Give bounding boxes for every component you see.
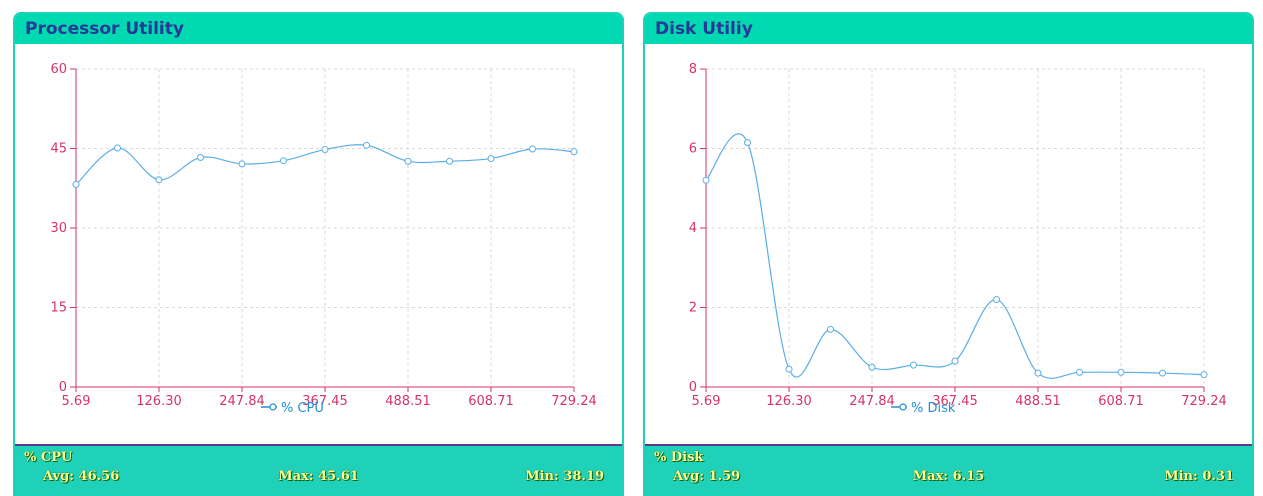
y-tick-label: 0 xyxy=(59,380,67,395)
cpu-max: Max: 45.61 xyxy=(278,469,359,484)
y-tick-label: 6 xyxy=(689,142,697,157)
cpu-panel: Processor Utility 0 15 30 45 60 5.69 126.30 247… xyxy=(13,12,624,496)
disk-chart: 0 2 4 6 8 5.69 126.30 247.84 367.45 488.51 608.71 7… xyxy=(689,62,1227,416)
data-point xyxy=(702,176,710,184)
disk-footer: % Disk Avg: 1.59 Max: 6.15 Min: 0.31 xyxy=(645,444,1252,494)
disk-avg: Avg: 1.59 xyxy=(673,469,741,484)
cpu-footer: % CPU Avg: 46.56 Max: 45.61 Min: 38.19 xyxy=(15,444,622,494)
disk-max: Max: 6.15 xyxy=(912,469,985,484)
x-tick-label: 608.71 xyxy=(1098,394,1144,409)
data-point xyxy=(1034,369,1042,377)
x-tick-label: 5.69 xyxy=(692,394,721,409)
data-point xyxy=(363,141,370,149)
x-tick-label: 488.51 xyxy=(385,394,431,409)
data-point xyxy=(1159,369,1166,377)
data-point xyxy=(487,155,495,163)
cpu-avg: Avg: 46.56 xyxy=(43,469,120,484)
y-tick-label: 15 xyxy=(50,301,67,316)
data-point xyxy=(827,325,834,333)
x-tick-label: 729.24 xyxy=(551,394,597,409)
x-tick-label: 126.30 xyxy=(136,394,182,409)
x-tick-label: 367.45 xyxy=(932,394,978,409)
data-point xyxy=(72,181,80,189)
data-point xyxy=(238,160,246,168)
data-point xyxy=(197,154,204,162)
disk-panel: Disk Utiliy 0 2 4 6 8 5.69 126.30 247.84 367.45 4… xyxy=(643,12,1254,496)
legend-marker xyxy=(899,403,907,411)
data-point xyxy=(951,357,959,365)
cpu-panel-title: Processor Utility xyxy=(15,14,622,44)
data-point xyxy=(114,144,121,152)
y-tick-label: 45 xyxy=(50,142,67,157)
data-point xyxy=(993,296,1000,304)
data-point xyxy=(910,361,917,369)
series-line xyxy=(705,133,1205,379)
x-tick-label: 247.84 xyxy=(219,394,265,409)
data-point xyxy=(868,363,876,371)
x-tick-label: 247.84 xyxy=(849,394,895,409)
data-point xyxy=(321,146,329,154)
data-point xyxy=(280,157,287,165)
x-tick-label: 126.30 xyxy=(766,394,812,409)
data-point xyxy=(1117,368,1125,376)
data-point xyxy=(1200,371,1208,379)
x-tick-label: 5.69 xyxy=(62,394,91,409)
data-point xyxy=(570,148,578,156)
data-point xyxy=(529,145,536,153)
x-tick-label: 608.71 xyxy=(468,394,514,409)
cpu-footer-label: % CPU xyxy=(24,450,73,465)
y-tick-label: 60 xyxy=(50,62,67,77)
y-tick-label: 30 xyxy=(50,221,67,236)
data-point xyxy=(744,139,751,147)
disk-min: Min: 0.31 xyxy=(1164,469,1234,484)
data-point xyxy=(446,157,453,165)
data-point xyxy=(1076,368,1083,376)
y-tick-label: 8 xyxy=(689,62,697,77)
cpu-chart: 0 15 30 45 60 5.69 126.30 247.84 367.45 488.51 608… xyxy=(50,62,597,416)
legend-marker xyxy=(269,403,277,411)
y-tick-label: 0 xyxy=(689,380,697,395)
cpu-min: Min: 38.19 xyxy=(525,469,604,484)
disk-panel-title: Disk Utiliy xyxy=(645,14,1252,44)
data-point xyxy=(404,157,412,165)
legend-label: % Disk xyxy=(911,401,956,416)
data-point xyxy=(785,365,793,373)
x-tick-label: 729.24 xyxy=(1181,394,1227,409)
disk-footer-label: % Disk xyxy=(654,450,704,465)
y-tick-label: 4 xyxy=(689,221,697,236)
y-tick-label: 2 xyxy=(689,301,697,316)
data-point xyxy=(155,176,163,184)
legend-label: % CPU xyxy=(281,401,324,416)
x-tick-label: 367.45 xyxy=(302,394,348,409)
x-tick-label: 488.51 xyxy=(1015,394,1061,409)
